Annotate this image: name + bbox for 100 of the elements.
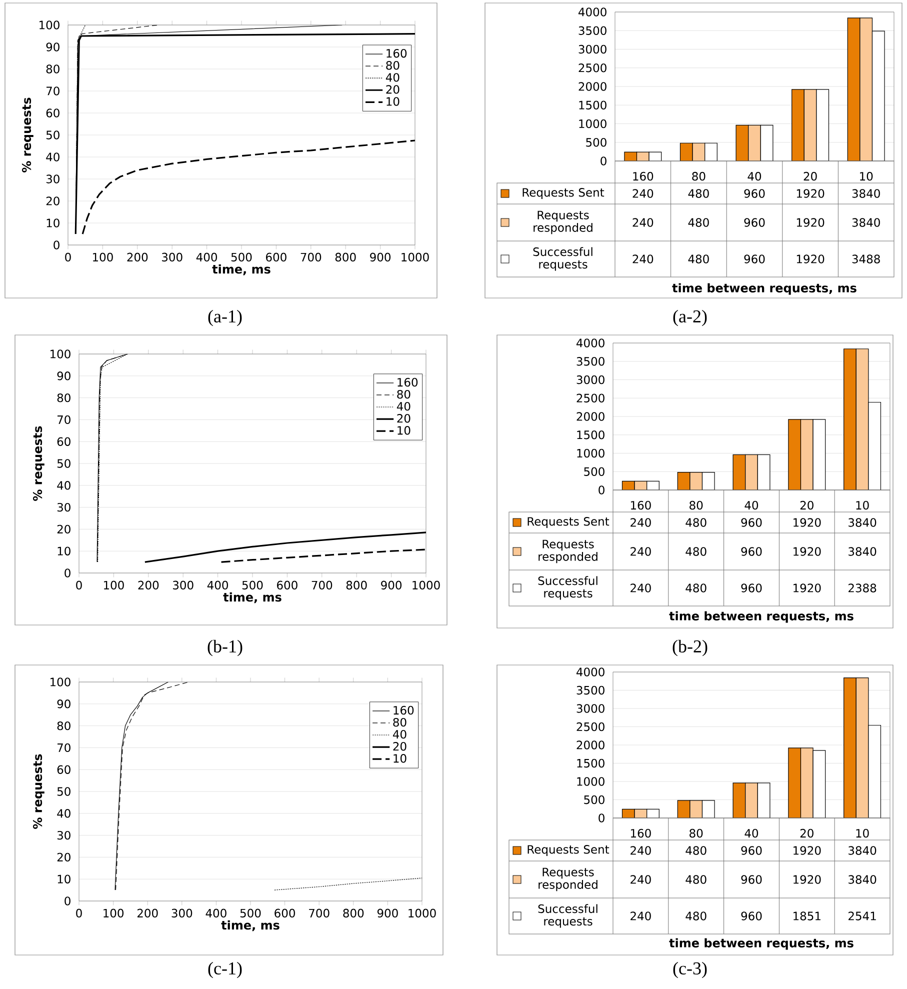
- x-axis-title: time, ms: [212, 264, 270, 276]
- x-tick-label: 100: [104, 580, 124, 590]
- y-tick-label: 2000: [576, 412, 604, 421]
- data-label: 480: [686, 547, 706, 556]
- text: (c-3): [673, 962, 707, 978]
- y-tick-label: 3000: [576, 704, 604, 713]
- data-label: 3840: [852, 189, 880, 198]
- x-tick-label: 40: [744, 500, 758, 510]
- y-tick-label: 40: [46, 152, 60, 162]
- y-tick-label: 90: [57, 372, 70, 380]
- x-tick-label: 800: [346, 580, 367, 590]
- data-label: 240: [630, 846, 651, 855]
- y-tick-label: 80: [46, 64, 60, 74]
- x-tick-label: 200: [138, 580, 159, 590]
- x-tick-label: 80: [690, 500, 703, 510]
- data-label: 960: [744, 218, 765, 227]
- legend-label: 80: [393, 718, 406, 727]
- legend-label: 160: [394, 706, 414, 715]
- y-axis-title: % requests: [22, 98, 34, 172]
- y-tick-label: 0: [54, 240, 60, 250]
- data-label: 480: [686, 584, 706, 592]
- y-tick-label: 90: [57, 700, 70, 708]
- y-axis-title: % requests: [32, 754, 44, 829]
- x-tick-label: 900: [370, 252, 391, 262]
- y-tick-label: 1500: [577, 758, 604, 768]
- data-label: 3840: [852, 218, 880, 227]
- data-label: 1851: [794, 912, 820, 920]
- y-tick-label: 0: [600, 156, 606, 166]
- legend-label: Requests Sent: [528, 517, 610, 528]
- data-label: 480: [688, 254, 709, 264]
- legend-label: 10: [386, 97, 400, 106]
- y-tick-label: 60: [46, 108, 60, 118]
- data-label: 240: [630, 584, 651, 592]
- y-tick-label: 500: [584, 795, 604, 804]
- data-label: 1920: [794, 547, 821, 556]
- x-tick-label: 600: [274, 908, 296, 918]
- y-tick-label: 50: [46, 130, 60, 140]
- data-label: 1920: [794, 875, 821, 884]
- data-label: 2388: [848, 584, 876, 592]
- x-tick-label: 1000: [408, 908, 436, 918]
- data-label: 3488: [852, 254, 880, 264]
- text: (b-2): [672, 640, 708, 656]
- x-tick-label: 500: [240, 908, 261, 918]
- legend-label: Successful requests: [538, 904, 598, 928]
- data-label: 960: [741, 547, 762, 556]
- y-tick-label: 3500: [576, 357, 604, 366]
- data-label: 480: [686, 846, 706, 855]
- x-tick-label: 80: [690, 828, 703, 838]
- y-tick-label: 4000: [576, 668, 604, 676]
- legend-label: 40: [386, 73, 400, 82]
- x-tick-label: 500: [231, 252, 252, 262]
- text: (c-1): [208, 962, 242, 978]
- x-tick-label: 100: [92, 252, 113, 262]
- legend-label: Successful requests: [533, 247, 592, 271]
- data-label: 480: [688, 218, 709, 227]
- x-tick-label: 200: [137, 908, 158, 918]
- x-tick-label: 400: [207, 580, 228, 590]
- y-tick-label: 70: [58, 743, 70, 752]
- data-label: 480: [686, 875, 706, 884]
- y-axis-title: % requests: [32, 426, 44, 501]
- data-label: 240: [630, 547, 651, 556]
- x-tick-label: 160: [630, 500, 651, 510]
- x-tick-label: 160: [633, 172, 654, 181]
- y-tick-label: 0: [64, 568, 70, 578]
- x-axis-title: time between requests, ms: [669, 611, 854, 623]
- x-tick-label: 160: [630, 828, 651, 838]
- x-tick-label: 10: [856, 500, 869, 510]
- y-tick-label: 2500: [578, 64, 606, 72]
- y-tick-label: 1000: [579, 119, 606, 128]
- x-tick-label: 300: [173, 580, 194, 590]
- x-tick-label: 600: [277, 580, 298, 590]
- y-tick-label: 40: [57, 809, 70, 818]
- data-label: 960: [741, 584, 762, 592]
- legend-label: 40: [396, 402, 410, 411]
- y-tick-label: 1500: [579, 100, 606, 110]
- data-label: 960: [741, 875, 762, 884]
- y-tick-label: 50: [57, 787, 70, 796]
- y-tick-label: 20: [57, 524, 70, 534]
- data-label: 240: [630, 518, 651, 527]
- data-label: 1920: [796, 218, 824, 227]
- data-label: 3840: [848, 547, 876, 556]
- x-tick-label: 400: [196, 252, 218, 262]
- y-tick-label: 4000: [578, 8, 606, 16]
- x-tick-label: 800: [343, 908, 364, 918]
- y-tick-label: 3500: [578, 26, 606, 35]
- y-tick-label: 10: [46, 218, 60, 228]
- text: (b-1): [208, 640, 242, 656]
- data-label: 1920: [796, 254, 824, 264]
- y-tick-label: 10: [58, 546, 70, 556]
- x-tick-label: 700: [300, 252, 322, 262]
- data-label: 960: [744, 189, 765, 198]
- x-tick-label: 300: [162, 252, 182, 262]
- x-tick-label: 800: [335, 252, 356, 262]
- text: (a-2): [673, 310, 707, 326]
- y-tick-label: 90: [46, 42, 60, 52]
- legend-label: 20: [393, 742, 406, 751]
- x-tick-label: 100: [104, 908, 124, 918]
- data-label: 480: [688, 189, 709, 198]
- y-tick-label: 2000: [578, 82, 606, 91]
- x-tick-label: 700: [312, 580, 332, 590]
